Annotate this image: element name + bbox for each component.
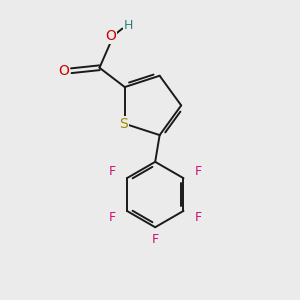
Text: F: F: [194, 211, 201, 224]
Text: F: F: [109, 211, 116, 224]
Text: H: H: [124, 19, 134, 32]
Text: F: F: [194, 166, 201, 178]
Text: S: S: [119, 117, 128, 131]
Text: F: F: [109, 166, 116, 178]
Text: F: F: [152, 233, 159, 246]
Text: O: O: [105, 29, 116, 43]
Text: O: O: [58, 64, 69, 78]
